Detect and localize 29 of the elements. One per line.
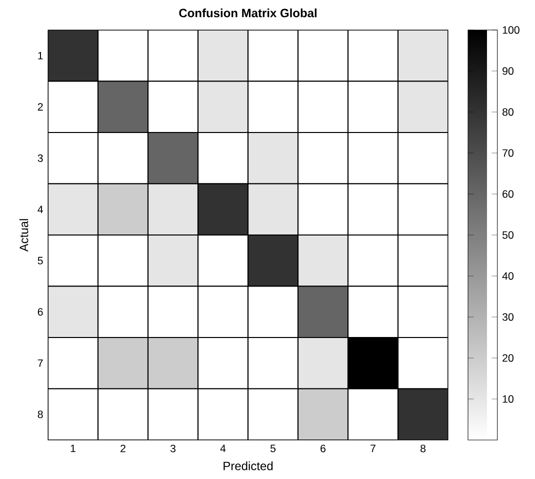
y-tick-label: 4 bbox=[38, 206, 43, 214]
y-tick-label: 6 bbox=[38, 308, 43, 316]
color-bar-label: 40 bbox=[502, 272, 514, 280]
chart-title: Confusion Matrix Global bbox=[179, 8, 316, 18]
x-tick-label: 4 bbox=[220, 444, 226, 452]
color-bar-label: 70 bbox=[502, 149, 514, 157]
color-bar-label: 90 bbox=[502, 67, 514, 75]
x-tick-label: 8 bbox=[420, 444, 426, 452]
color-bar-label: 80 bbox=[502, 108, 514, 116]
y-axis-title: Actual bbox=[19, 219, 28, 252]
y-tick-label: 1 bbox=[38, 52, 43, 60]
x-tick-label: 1 bbox=[70, 444, 76, 452]
y-tick-label: 2 bbox=[38, 103, 43, 111]
color-bar-label: 50 bbox=[502, 231, 514, 239]
x-axis-title: Predicted bbox=[224, 461, 273, 470]
y-tick-label: 3 bbox=[38, 154, 43, 162]
x-tick-label: 7 bbox=[370, 444, 376, 452]
y-tick-label: 5 bbox=[38, 256, 43, 264]
x-tick-label: 5 bbox=[270, 444, 276, 452]
x-tick-label: 6 bbox=[320, 444, 326, 452]
x-tick-label: 3 bbox=[170, 444, 176, 452]
x-tick-label: 2 bbox=[120, 444, 126, 452]
y-tick-label: 7 bbox=[38, 359, 43, 367]
y-tick-label: 8 bbox=[38, 410, 43, 418]
color-bar-label: 20 bbox=[502, 354, 514, 362]
color-bar-label: 100 bbox=[502, 26, 520, 34]
color-bar-label: 60 bbox=[502, 190, 514, 198]
color-bar-label: 30 bbox=[502, 313, 514, 321]
color-bar-label: 10 bbox=[502, 395, 514, 403]
